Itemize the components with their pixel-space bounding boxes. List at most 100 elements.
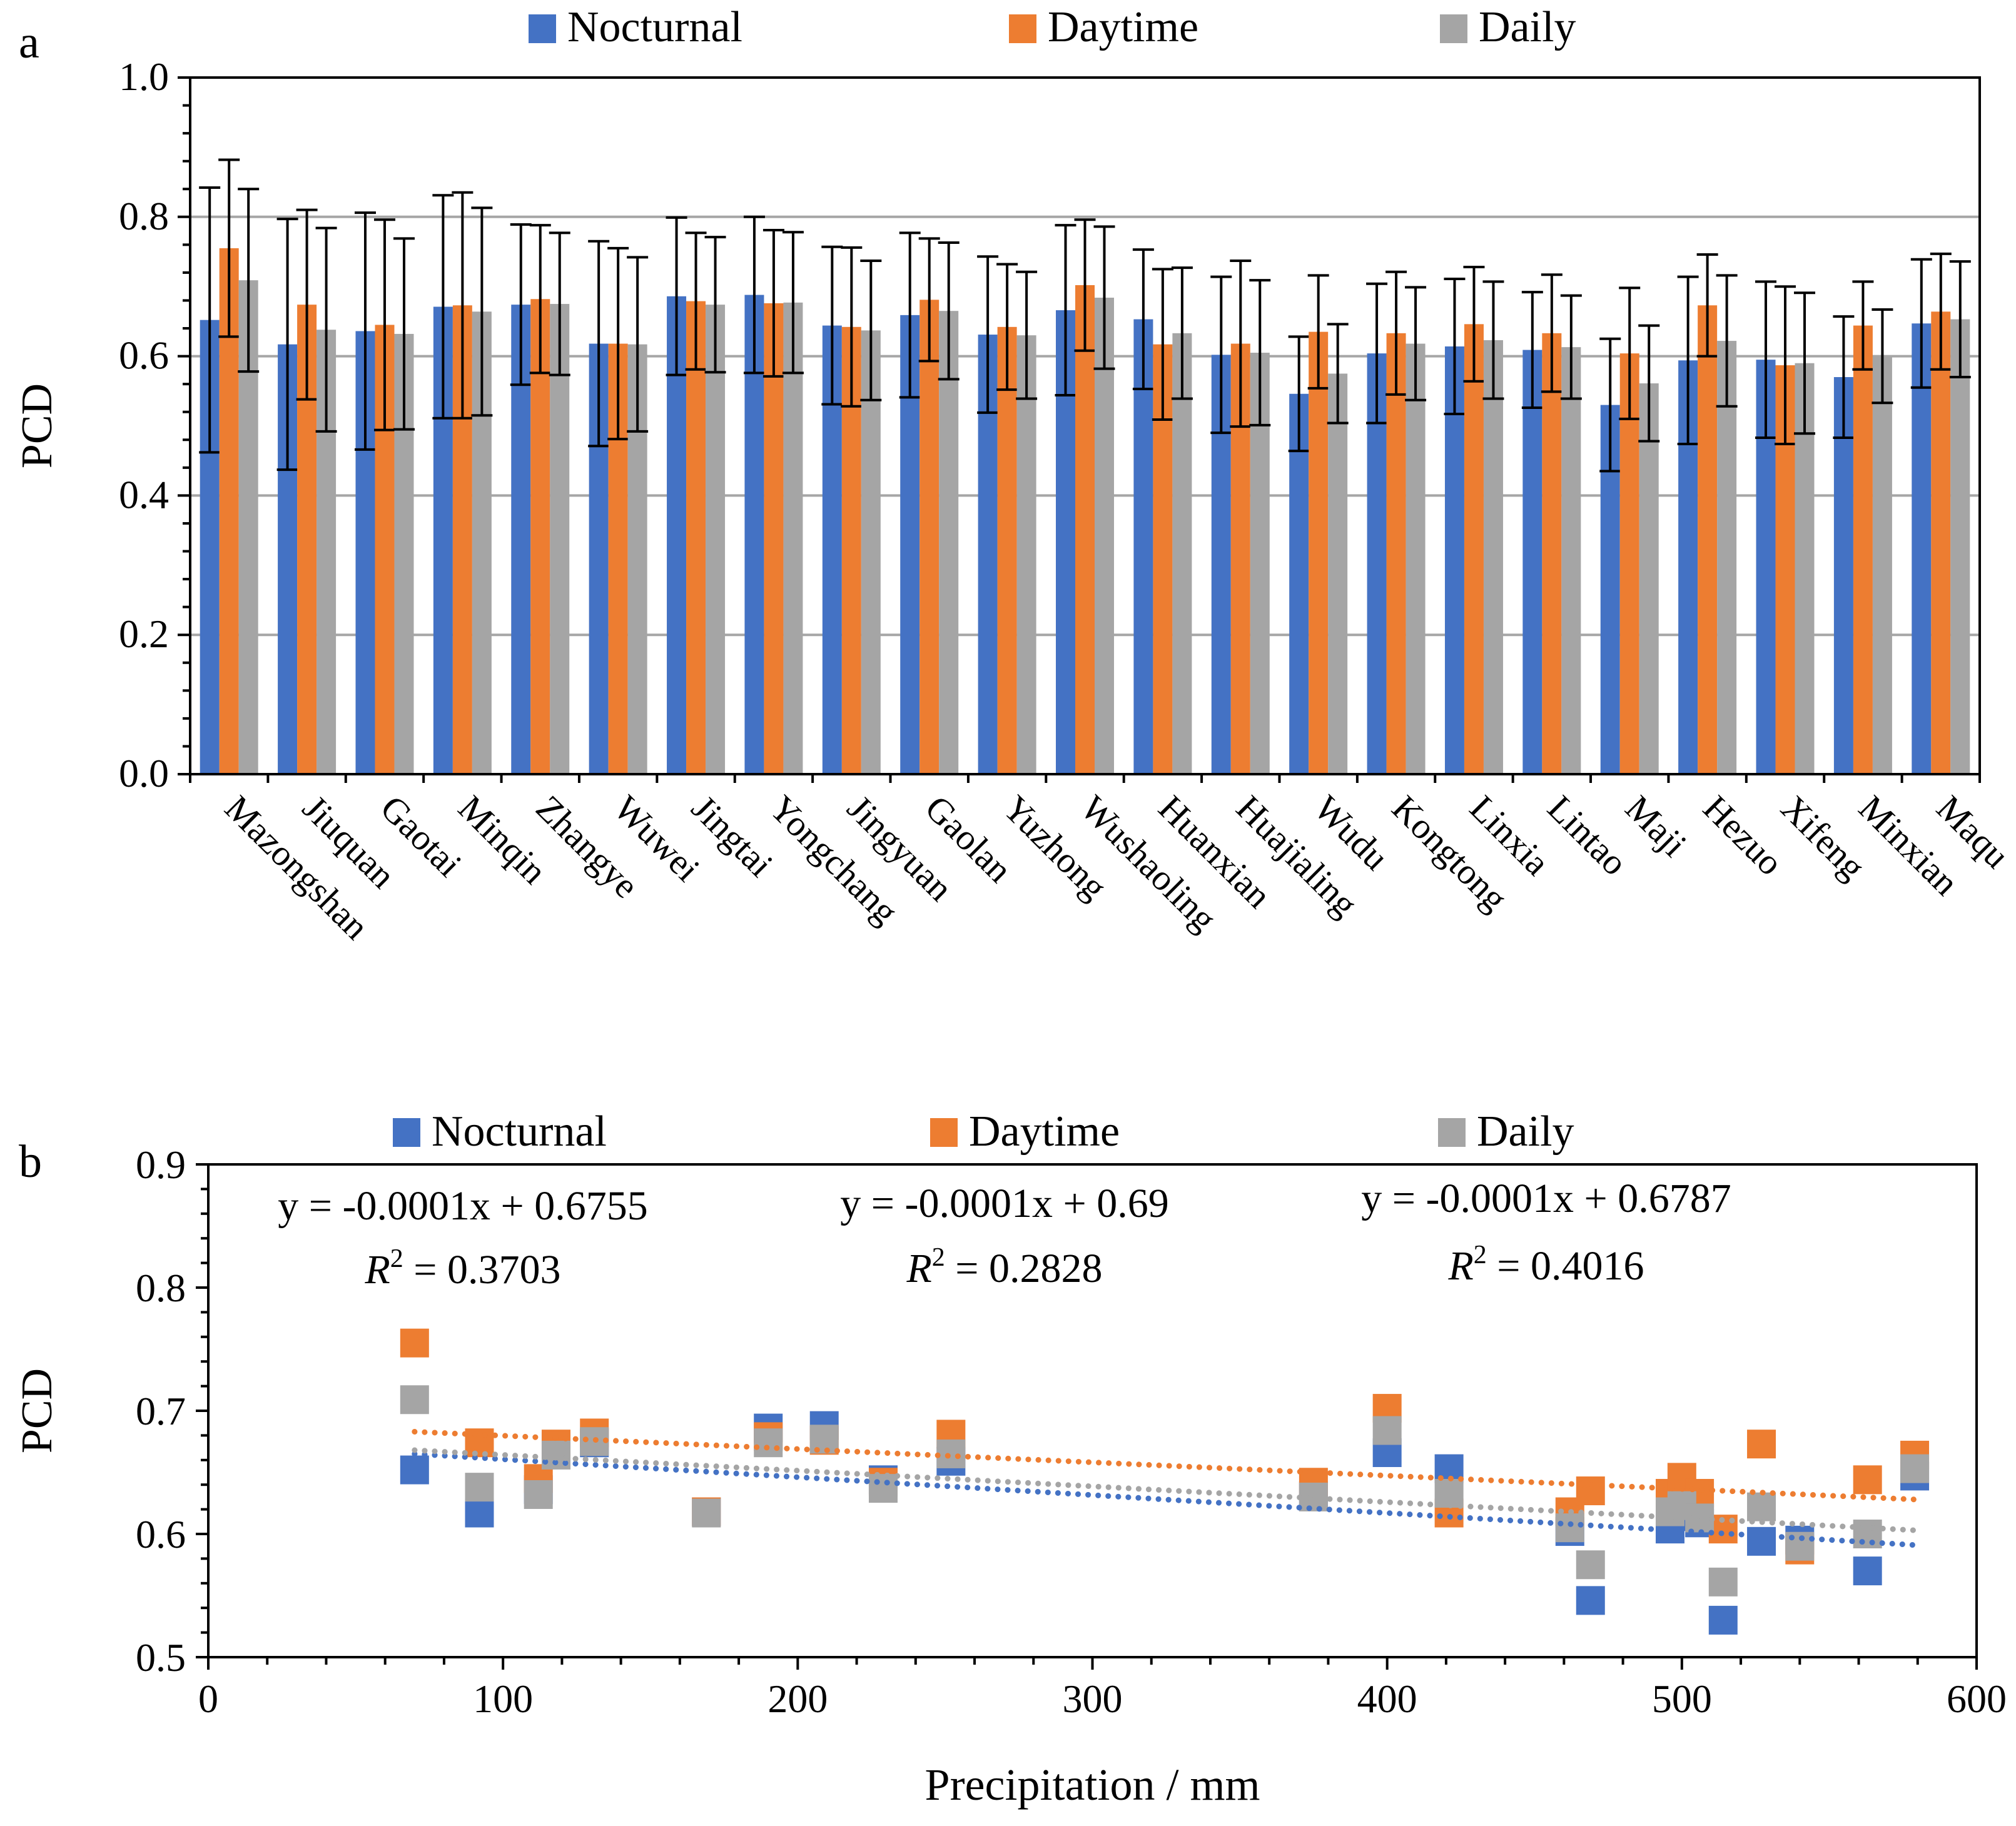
bar xyxy=(1619,353,1639,774)
scatter-point xyxy=(1576,1586,1605,1615)
bar xyxy=(783,302,803,774)
bar xyxy=(1095,298,1114,774)
bar xyxy=(1016,335,1036,774)
y-tick-label-b: 0.9 xyxy=(136,1143,186,1187)
y-tick-label-a: 0.8 xyxy=(119,194,169,238)
y-tick-label-a: 0.2 xyxy=(119,612,169,656)
legend-swatch-b xyxy=(930,1118,958,1147)
scatter-point xyxy=(400,1455,429,1485)
r-squared-symbol: R xyxy=(1447,1243,1473,1289)
legend-label-b: Daytime xyxy=(969,1107,1120,1156)
y-tick-label-a: 0.4 xyxy=(119,472,169,517)
scatter-point xyxy=(465,1498,494,1528)
r-squared-label: R2 = 0.4016 xyxy=(1447,1241,1644,1289)
bar xyxy=(1406,343,1426,774)
r-squared-superscript: 2 xyxy=(1474,1241,1487,1269)
legend-label-a: Nocturnal xyxy=(567,3,742,51)
legend-label-a: Daytime xyxy=(1048,3,1198,51)
x-tick-label-b: 400 xyxy=(1357,1677,1417,1721)
scatter-point xyxy=(1576,1550,1605,1580)
bar xyxy=(550,304,570,774)
bar xyxy=(744,295,764,774)
scatter-point xyxy=(400,1328,429,1358)
bar xyxy=(1386,333,1406,774)
panel-a: aMazongshanJiuquanGaotaiMinqinZhangyeWuw… xyxy=(13,3,2016,947)
x-tick-label-a: Lintao xyxy=(1540,787,1636,883)
scatter-point xyxy=(1747,1492,1776,1521)
y-axis-label-b: PCD xyxy=(13,1368,61,1453)
scatter-point xyxy=(524,1480,553,1509)
scatter-point xyxy=(1708,1605,1738,1635)
scatter-point xyxy=(1853,1520,1882,1548)
bar xyxy=(686,301,706,774)
scatter-point xyxy=(1747,1430,1776,1459)
legend-label-a: Daily xyxy=(1479,3,1576,51)
bar xyxy=(706,305,726,774)
y-tick-label-a: 0.6 xyxy=(119,333,169,378)
y-tick-label-b: 0.5 xyxy=(136,1635,186,1680)
x-tick-label-b: 500 xyxy=(1652,1677,1712,1721)
bar xyxy=(1717,341,1737,774)
bar xyxy=(530,299,550,774)
r-squared-symbol: R xyxy=(906,1246,931,1291)
x-tick-label-b: 100 xyxy=(473,1677,533,1721)
scatter-point xyxy=(465,1428,494,1458)
bar xyxy=(1542,333,1562,774)
scatter-point xyxy=(1708,1567,1738,1596)
legend-swatch-b xyxy=(393,1118,420,1147)
bar xyxy=(1639,383,1659,774)
scatter-point xyxy=(754,1428,783,1458)
x-tick-label-b: 600 xyxy=(1947,1677,2007,1721)
scatter-point xyxy=(1900,1454,1930,1483)
r-squared-value: = 0.2828 xyxy=(945,1246,1103,1291)
bar xyxy=(1289,393,1309,774)
legend-swatch-a xyxy=(529,14,556,43)
bar xyxy=(1561,347,1581,774)
x-axis-label-b: Precipitation / mm xyxy=(925,1760,1260,1810)
scatter-point xyxy=(1372,1416,1402,1445)
scatter-point xyxy=(1747,1526,1776,1556)
bar xyxy=(997,326,1017,774)
bar xyxy=(919,300,940,775)
trendline xyxy=(412,1451,1918,1548)
scatter-point xyxy=(1853,1465,1882,1495)
plot-frame-b xyxy=(207,1163,1978,1658)
bar xyxy=(1464,324,1484,774)
legend-swatch-b xyxy=(1438,1118,1466,1147)
trend-equation: y = -0.0001x + 0.6787 xyxy=(1361,1176,1731,1221)
panel-b: b 0.5 0.6 0.7 0.8 0.9 0 100 200 300 400 500 600 Preci… xyxy=(13,1107,2007,1810)
bar xyxy=(1172,333,1192,774)
bar xyxy=(1444,346,1464,774)
y-axis-label-a: PCD xyxy=(13,383,61,468)
y-tick-label-b: 0.8 xyxy=(136,1266,186,1310)
scatter-point xyxy=(400,1385,429,1415)
scatter-point xyxy=(465,1473,494,1502)
bar xyxy=(1483,340,1503,774)
scatter-point xyxy=(1299,1482,1328,1511)
bar xyxy=(861,330,881,774)
bar xyxy=(1309,331,1329,774)
scatter-point xyxy=(809,1425,839,1454)
r-squared-symbol: R xyxy=(364,1247,390,1293)
bar xyxy=(1328,373,1348,774)
bar xyxy=(1133,319,1153,775)
scatter-point xyxy=(1853,1556,1882,1586)
bar xyxy=(1872,356,1892,774)
bar xyxy=(1912,323,1932,774)
bar xyxy=(1698,305,1718,774)
r-squared-superscript: 2 xyxy=(932,1243,945,1272)
r-squared-superscript: 2 xyxy=(390,1244,403,1273)
x-tick-label-b: 0 xyxy=(198,1677,218,1721)
scatter-point xyxy=(868,1474,898,1503)
y-tick-label-a: 0.0 xyxy=(119,751,169,795)
x-tick-label-b: 200 xyxy=(767,1677,828,1721)
panel-label-a: a xyxy=(19,17,39,68)
y-tick-label-a: 1.0 xyxy=(119,54,169,99)
x-tick-label-a: Xifeng xyxy=(1773,787,1873,887)
x-tick-label-a: Jingtai xyxy=(684,787,781,884)
scatter-point xyxy=(692,1498,721,1528)
r-squared-value: = 0.4016 xyxy=(1487,1243,1644,1289)
x-tick-label-a: Hezuo xyxy=(1695,787,1791,883)
plot-frame-a xyxy=(189,76,1981,775)
